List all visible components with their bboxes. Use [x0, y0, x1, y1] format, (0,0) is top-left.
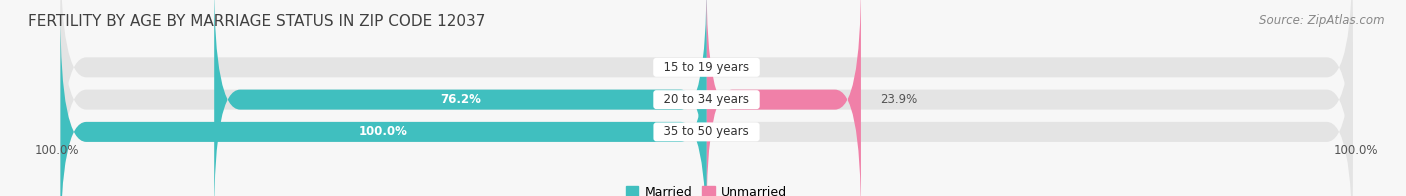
FancyBboxPatch shape [60, 13, 1353, 196]
Text: 0.0%: 0.0% [658, 61, 688, 74]
Legend: Married, Unmarried: Married, Unmarried [621, 181, 792, 196]
Text: 100.0%: 100.0% [35, 144, 79, 157]
Text: 0.0%: 0.0% [725, 125, 755, 138]
FancyBboxPatch shape [60, 13, 707, 196]
Text: 0.0%: 0.0% [725, 61, 755, 74]
Text: 76.2%: 76.2% [440, 93, 481, 106]
Text: 100.0%: 100.0% [1334, 144, 1378, 157]
Text: 100.0%: 100.0% [359, 125, 408, 138]
FancyBboxPatch shape [60, 0, 1353, 186]
FancyBboxPatch shape [214, 0, 707, 196]
FancyBboxPatch shape [707, 0, 860, 196]
FancyBboxPatch shape [60, 0, 1353, 196]
Text: 15 to 19 years: 15 to 19 years [657, 61, 756, 74]
Text: 23.9%: 23.9% [880, 93, 918, 106]
Text: 35 to 50 years: 35 to 50 years [657, 125, 756, 138]
Text: FERTILITY BY AGE BY MARRIAGE STATUS IN ZIP CODE 12037: FERTILITY BY AGE BY MARRIAGE STATUS IN Z… [28, 14, 485, 29]
Text: Source: ZipAtlas.com: Source: ZipAtlas.com [1260, 14, 1385, 27]
Text: 20 to 34 years: 20 to 34 years [657, 93, 756, 106]
